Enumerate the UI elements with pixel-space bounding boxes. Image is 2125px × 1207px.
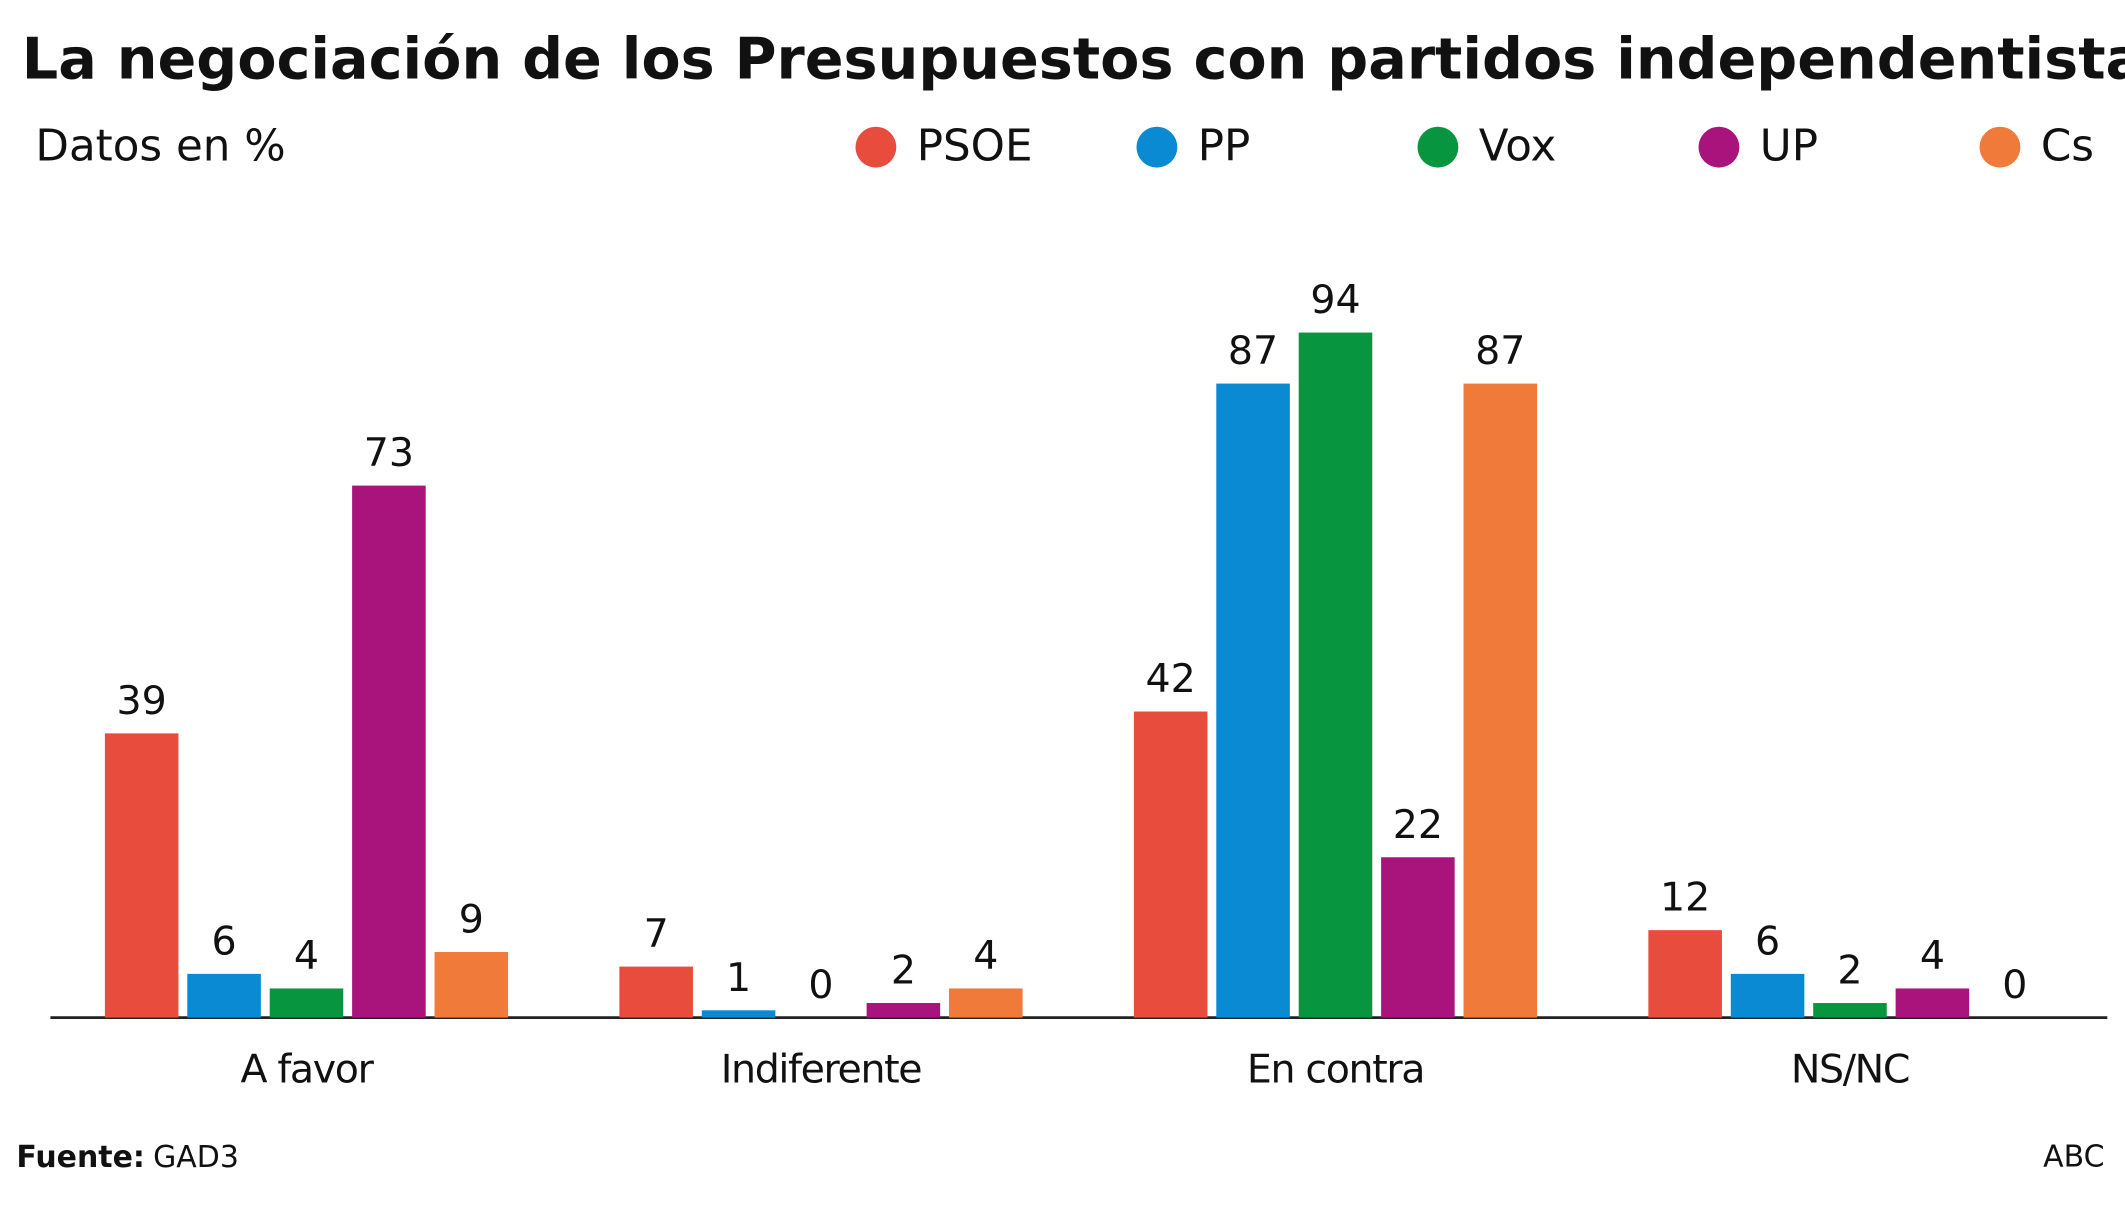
bar xyxy=(619,966,693,1018)
chart-title: La negociación de los Presupuestos con p… xyxy=(22,26,2125,92)
legend-marker xyxy=(1417,126,1459,168)
x-tick-label: En contra xyxy=(1247,1047,1424,1093)
value-label: 1 xyxy=(726,955,751,1001)
bar xyxy=(866,1003,941,1018)
bar xyxy=(1730,973,1805,1018)
value-label: 0 xyxy=(808,962,833,1008)
value-label: 22 xyxy=(1393,802,1443,848)
x-tick-label: A favor xyxy=(241,1047,375,1093)
value-label: 7 xyxy=(644,911,669,957)
value-label: 6 xyxy=(212,918,237,964)
bar xyxy=(1463,383,1538,1018)
bar xyxy=(1648,930,1722,1018)
legend-label: Vox xyxy=(1479,122,1557,172)
bar xyxy=(434,952,509,1018)
value-label: 9 xyxy=(459,897,484,943)
bar xyxy=(269,988,344,1018)
legend-marker xyxy=(1698,126,1740,168)
x-tick-label: Indiferente xyxy=(721,1047,922,1093)
bar xyxy=(1813,1003,1887,1018)
bar xyxy=(1895,988,1970,1018)
value-label: 42 xyxy=(1146,656,1196,702)
bar xyxy=(352,485,426,1018)
legend-label: UP xyxy=(1760,122,1818,172)
bar xyxy=(104,733,179,1018)
value-label: 2 xyxy=(891,948,916,994)
value-label: 39 xyxy=(117,678,167,724)
value-label: 4 xyxy=(1920,933,1945,979)
x-tick-label: NS/NC xyxy=(1791,1047,1909,1093)
legend-marker xyxy=(1979,126,2021,168)
value-label: 87 xyxy=(1475,328,1525,374)
bar xyxy=(1216,383,1290,1018)
credit: ABC xyxy=(2043,1139,2104,1174)
legend-marker xyxy=(855,126,897,168)
bar xyxy=(187,973,261,1018)
subtitle: Datos en % xyxy=(35,122,285,172)
legend-label: Cs xyxy=(2041,122,2094,172)
bar xyxy=(949,988,1023,1018)
value-label: 6 xyxy=(1755,918,1780,964)
value-label: 4 xyxy=(973,933,998,979)
bar xyxy=(1298,332,1373,1018)
bar xyxy=(701,1010,776,1018)
bar xyxy=(1381,857,1455,1018)
value-label: 2 xyxy=(1837,948,1862,994)
bar xyxy=(1133,711,1208,1018)
value-label: 4 xyxy=(294,933,319,979)
source-label: Fuente: xyxy=(16,1139,145,1174)
legend-marker xyxy=(1136,126,1178,168)
value-label: 87 xyxy=(1228,328,1278,374)
legend-label: PSOE xyxy=(917,122,1033,172)
value-label: 12 xyxy=(1660,875,1710,921)
source: Fuente: GAD3 xyxy=(16,1139,239,1174)
value-label: 0 xyxy=(2002,962,2027,1008)
value-label: 94 xyxy=(1310,277,1360,323)
legend-label: PP xyxy=(1198,122,1251,172)
value-label: 73 xyxy=(364,430,414,476)
source-name: GAD3 xyxy=(153,1139,239,1174)
